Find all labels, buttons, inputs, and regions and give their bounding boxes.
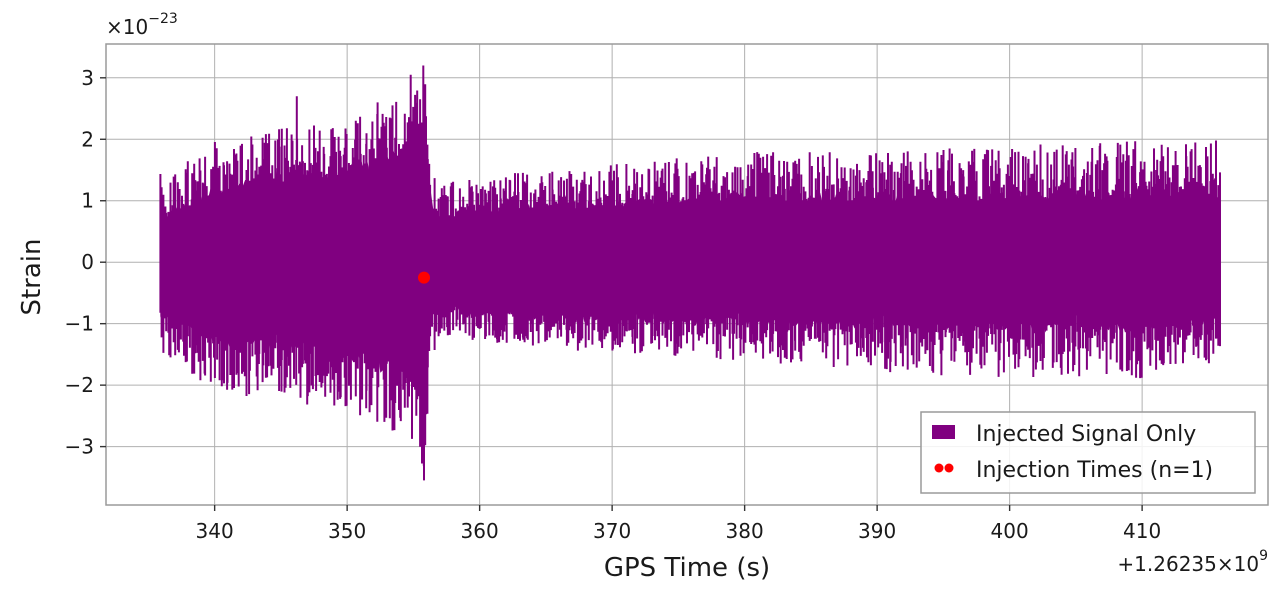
axes-frame: [105, 43, 1269, 506]
y-scale-exponent: −23: [148, 11, 178, 27]
y-tick-label: −2: [65, 373, 94, 397]
axis-ticks: 340 350 360 370 380 390 400 410 −3 −2 −1 0 1 2 3: [65, 66, 1162, 543]
y-tick-label: 3: [81, 66, 94, 90]
y-axis-label: Strain: [17, 238, 47, 315]
injected-signal-trace: [159, 65, 1221, 481]
y-tick-label: −3: [65, 435, 94, 459]
x-tick-label: 350: [328, 519, 366, 543]
x-tick-label: 410: [1123, 519, 1161, 543]
x-tick-label: 380: [726, 519, 764, 543]
legend-marker-injection-1: [934, 463, 944, 473]
y-tick-label: 2: [81, 127, 94, 151]
x-tick-label: 370: [593, 519, 631, 543]
injection-time-marker: [417, 271, 430, 284]
legend: Injected Signal Only Injection Times (n=…: [920, 411, 1256, 494]
legend-label-injection: Injection Times (n=1): [976, 458, 1213, 483]
legend-box: [920, 411, 1256, 494]
injection-markers: [417, 271, 430, 284]
y-tick-label: 0: [81, 250, 94, 274]
x-tick-label: 390: [858, 519, 896, 543]
y-axis-scale-label: ×10−23: [106, 11, 178, 39]
y-tick-label: 1: [81, 189, 94, 213]
y-tick-label: −1: [65, 312, 94, 336]
y-scale-base: ×10: [106, 15, 148, 39]
x-tick-label: 340: [196, 519, 234, 543]
legend-marker-injection-2: [944, 463, 954, 473]
x-offset-exponent: 9: [1259, 548, 1268, 564]
plot-area: [159, 65, 1221, 481]
x-axis-offset-label: +1.26235×109: [1117, 548, 1268, 576]
legend-label-signal: Injected Signal Only: [976, 422, 1196, 447]
legend-swatch-signal: [932, 425, 955, 439]
x-tick-label: 400: [991, 519, 1029, 543]
x-offset-base: +1.26235×10: [1117, 552, 1259, 576]
x-axis-label: GPS Time (s): [604, 553, 770, 583]
x-tick-label: 360: [461, 519, 499, 543]
injected-signal-spikes: [159, 65, 1221, 481]
